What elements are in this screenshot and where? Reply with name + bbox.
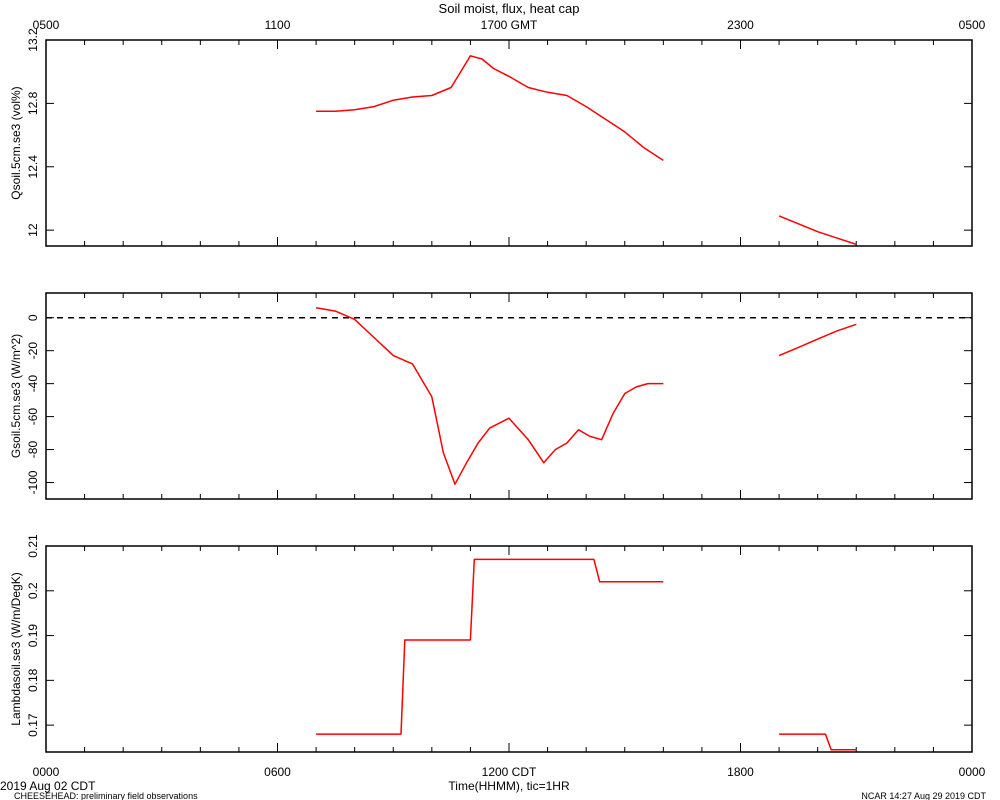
chart-title: Soil moist, flux, heat cap bbox=[439, 1, 580, 16]
top-tick-label: 2300 bbox=[727, 18, 754, 32]
series-line-2-segment-1 bbox=[315, 307, 664, 485]
y-tick-label: -80 bbox=[26, 441, 40, 459]
y-axis-label: Qsoil.5cm.se3 (vol%) bbox=[9, 86, 23, 199]
series-line-3-segment-1 bbox=[316, 558, 664, 735]
plot-frame-2 bbox=[45, 292, 973, 500]
y-tick-label: 12.8 bbox=[26, 91, 40, 115]
y-tick-label: 0.17 bbox=[26, 713, 40, 737]
footer-right: NCAR 14:27 Aug 29 2019 CDT bbox=[861, 791, 986, 800]
date-label: 2019 Aug 02 CDT bbox=[0, 779, 96, 793]
bottom-tick-label: 1800 bbox=[727, 765, 754, 779]
y-tick-label: 0.2 bbox=[26, 582, 40, 599]
series-line-2-segment-2 bbox=[778, 323, 857, 357]
y-tick-label: 0 bbox=[26, 314, 40, 321]
bottom-tick-label: 1200 CDT bbox=[482, 765, 537, 779]
y-tick-label: 12.4 bbox=[26, 155, 40, 179]
y-axis-label: Lambdasoil.se3 (W/m/DegK) bbox=[9, 572, 23, 725]
y-tick-label: -20 bbox=[26, 342, 40, 360]
series-line-3-segment-2 bbox=[779, 733, 857, 751]
plot-frame-3 bbox=[45, 545, 973, 753]
top-tick-label: 0500 bbox=[33, 18, 60, 32]
y-tick-label: -40 bbox=[26, 375, 40, 393]
y-axis-label: Gsoil.5cm.se3 (W/m^2) bbox=[9, 334, 23, 458]
x-axis-label: Time(HHMM), tic=1HR bbox=[448, 779, 570, 793]
series-line-1-segment-2 bbox=[778, 215, 857, 246]
y-tick-label: 13.2 bbox=[26, 28, 40, 52]
plot-frame-1 bbox=[45, 39, 973, 247]
y-tick-label: 0.18 bbox=[26, 668, 40, 692]
top-tick-label: 1100 bbox=[265, 18, 291, 32]
top-tick-label: 0500 bbox=[959, 18, 986, 32]
bottom-tick-label: 0600 bbox=[264, 765, 291, 779]
bottom-tick-label: 0000 bbox=[33, 765, 60, 779]
bottom-tick-label: 0000 bbox=[959, 765, 986, 779]
y-tick-label: 12 bbox=[26, 223, 40, 237]
y-tick-label: 0.21 bbox=[26, 534, 40, 558]
y-tick-label: -100 bbox=[26, 470, 40, 494]
series-line-1-segment-1 bbox=[316, 55, 664, 162]
footer-left: CHEESEHEAD: preliminary field observatio… bbox=[14, 791, 198, 800]
top-tick-label: 1700 GMT bbox=[481, 18, 538, 32]
y-tick-label: 0.19 bbox=[26, 624, 40, 648]
y-tick-label: -60 bbox=[26, 408, 40, 426]
